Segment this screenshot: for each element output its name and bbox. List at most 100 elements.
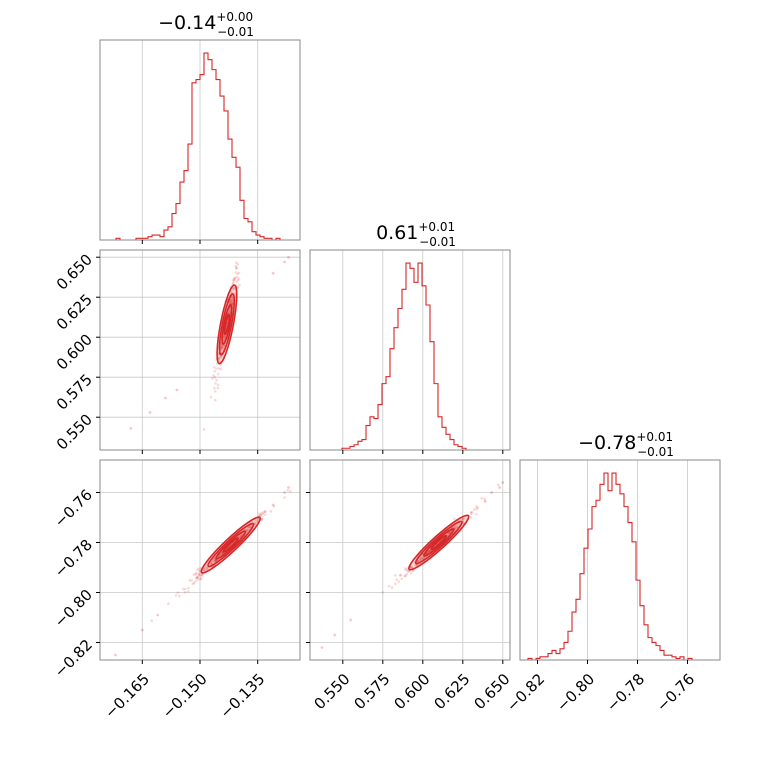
scatter-point — [419, 555, 423, 559]
scatter-point — [204, 565, 207, 569]
contour-line — [207, 522, 255, 568]
scatter-point — [470, 510, 474, 514]
pair-plot-area — [320, 481, 505, 649]
scatter-point — [213, 370, 217, 373]
scatter-point — [456, 526, 459, 529]
scatter-point — [205, 567, 209, 570]
scatter-point — [261, 512, 265, 515]
scatter-point — [216, 383, 220, 387]
x-tick-label: 0.625 — [430, 670, 473, 713]
scatter-point — [234, 265, 238, 268]
scatter-point — [400, 577, 404, 581]
scatter-point — [405, 569, 409, 572]
scatter-point — [174, 594, 178, 597]
scatter-point — [419, 557, 423, 560]
scatter-point — [269, 510, 273, 513]
scatter-point — [220, 345, 223, 349]
scatter-point — [231, 302, 234, 306]
scatter-point — [320, 646, 324, 649]
scatter-point — [410, 572, 413, 575]
scatter-point — [473, 508, 476, 511]
scatter-point — [234, 266, 238, 270]
scatter-point — [219, 367, 223, 371]
contour-line — [414, 520, 463, 565]
scatter-point — [190, 579, 193, 582]
scatter-point — [393, 574, 397, 577]
scatter-point — [415, 563, 419, 567]
scatter-point — [403, 567, 407, 571]
scatter-point — [399, 574, 402, 577]
scatter-point — [283, 260, 286, 264]
scatter-point — [286, 489, 290, 492]
scatter-point — [196, 575, 200, 578]
scatter-point — [229, 300, 232, 304]
scatter-point — [235, 275, 239, 279]
scatter-point — [244, 528, 247, 531]
scatter-point — [257, 512, 261, 516]
y-tick-label: −0.76 — [51, 486, 96, 531]
scatter-point — [260, 517, 264, 521]
scatter-point — [230, 300, 234, 303]
scatter-point — [271, 503, 275, 507]
param-lower-error: −0.01 — [217, 25, 254, 39]
scatter-point — [228, 301, 232, 305]
scatter-point — [188, 578, 191, 582]
x-tick-label: −0.78 — [603, 670, 648, 715]
density-fill — [207, 523, 254, 567]
scatter-point — [218, 360, 221, 363]
scatter-point — [235, 267, 239, 270]
scatter-point — [248, 525, 251, 528]
scatter-point — [283, 491, 286, 494]
x-tick-label: 0.600 — [390, 670, 433, 713]
contour-line — [216, 284, 238, 365]
scatter-point — [175, 388, 179, 392]
scatter-point — [212, 366, 216, 369]
scatter-point — [490, 491, 493, 494]
pair-panel-1-3 — [96, 459, 301, 664]
scatter-point — [238, 283, 241, 287]
scatter-point — [497, 483, 500, 487]
x-tick-label: −0.135 — [216, 670, 268, 722]
scatter-point — [475, 505, 478, 508]
y-tick-label: 0.600 — [53, 330, 96, 373]
y-tick-label: 0.550 — [53, 410, 96, 453]
scatter-point — [254, 522, 258, 525]
scatter-point — [283, 496, 286, 499]
scatter-point — [428, 549, 431, 553]
scatter-point — [213, 386, 216, 390]
scatter-point — [469, 511, 473, 514]
density-fill — [415, 521, 462, 564]
scatter-point — [184, 587, 187, 591]
y-tick-label: 0.575 — [53, 370, 96, 413]
scatter-point — [404, 574, 407, 578]
scatter-point — [196, 568, 199, 571]
scatter-point — [236, 286, 240, 290]
scatter-point — [475, 512, 478, 516]
scatter-point — [194, 571, 198, 575]
scatter-point — [222, 344, 225, 348]
scatter-point — [214, 559, 218, 562]
x-tick-label: 0.575 — [350, 670, 393, 713]
contour-line — [200, 516, 262, 574]
contour-line — [221, 303, 233, 345]
scatter-point — [263, 510, 267, 513]
scatter-point — [192, 573, 195, 576]
scatter-point — [261, 511, 265, 514]
param-title-2: 0.61+0.01 −0.01 — [376, 220, 456, 249]
scatter-point — [114, 653, 117, 657]
scatter-point — [219, 355, 223, 358]
scatter-point — [214, 390, 217, 393]
x-tick-label: −0.82 — [503, 670, 548, 715]
contour-line — [223, 313, 231, 336]
scatter-point — [287, 255, 290, 259]
scatter-point — [287, 486, 290, 489]
scatter-point — [230, 302, 234, 305]
density-fill — [224, 314, 230, 335]
scatter-point — [237, 271, 241, 275]
scatter-point — [210, 377, 214, 380]
scatter-point — [196, 576, 199, 580]
scatter-point — [417, 559, 420, 563]
scatter-point — [237, 277, 240, 280]
scatter-point — [220, 344, 224, 348]
scatter-point — [210, 561, 213, 564]
